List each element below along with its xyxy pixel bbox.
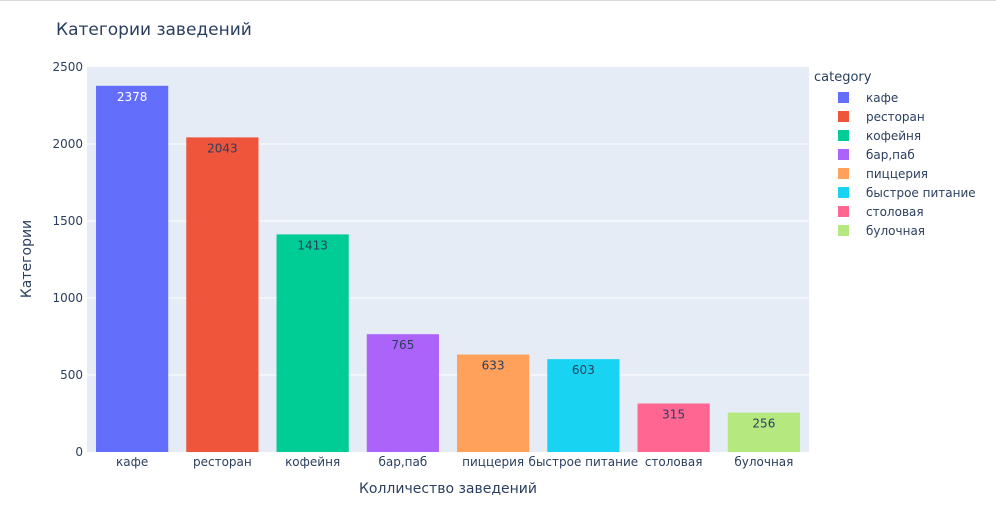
y-tick-label: 500 [60, 368, 83, 382]
y-tick-label: 1000 [52, 291, 83, 305]
legend-item[interactable]: бар,паб [814, 145, 976, 164]
legend-swatch [838, 168, 849, 179]
x-tick-label: пиццерия [462, 455, 524, 469]
legend-swatch [838, 130, 849, 141]
bar[interactable] [457, 354, 530, 452]
x-tick-label: кафе [116, 455, 148, 469]
x-tick-labels: кафе ресторан кофейня бар,паб пиццерия быстро… [116, 455, 793, 469]
legend-swatch [838, 92, 849, 103]
bar-value-label: 315 [662, 407, 685, 421]
legend-item[interactable]: кафе [814, 88, 976, 107]
y-tick-label: 1500 [52, 214, 83, 228]
legend-label: ресторан [866, 109, 925, 124]
legend-swatch [838, 149, 849, 160]
y-tick-labels: 0 500 1000 1500 2000 2500 [52, 60, 83, 459]
y-tick-label: 2000 [52, 137, 83, 151]
chart-title: Категории заведений [56, 20, 252, 40]
y-axis-label: Категории [19, 220, 35, 298]
legend-items: кафе ресторан кофейня бар,паб пиццерия быстро… [814, 88, 976, 240]
legend-swatch [838, 187, 849, 198]
legend-label: столовая [866, 204, 924, 219]
legend-label: булочная [866, 223, 926, 238]
bar[interactable] [547, 359, 620, 452]
legend-label: кафе [866, 90, 899, 105]
legend-swatch [838, 225, 849, 236]
bar-value-label: 765 [391, 338, 414, 352]
legend-item[interactable]: быстрое питание [814, 183, 976, 202]
legend-swatch [838, 111, 849, 122]
legend-label: быстрое питание [866, 185, 976, 200]
legend-label: бар,паб [866, 147, 915, 162]
bar[interactable] [727, 412, 800, 452]
legend-item[interactable]: пиццерия [814, 164, 976, 183]
x-tick-label: ресторан [193, 455, 252, 469]
x-tick-label: булочная [734, 455, 793, 469]
bar-value-label: 2378 [117, 90, 148, 104]
bar-value-label: 2043 [207, 141, 238, 155]
bar-value-label: 633 [482, 359, 505, 373]
legend: category кафе ресторан кофейня бар,паб пицце… [814, 70, 976, 240]
legend-label: кофейня [866, 128, 922, 143]
legend-item[interactable]: столовая [814, 202, 976, 221]
top-border [0, 0, 996, 1]
bar[interactable] [96, 85, 169, 453]
bar[interactable] [366, 334, 439, 452]
bar[interactable] [637, 403, 710, 452]
y-tick-label: 0 [75, 445, 83, 459]
bar[interactable] [186, 137, 259, 453]
x-tick-label: быстрое питание [529, 455, 639, 469]
legend-title: category [814, 70, 872, 85]
legend-item[interactable]: булочная [814, 221, 976, 240]
bar-value-label: 1413 [297, 238, 328, 252]
bar-value-label: 603 [572, 363, 595, 377]
bar[interactable] [276, 234, 349, 452]
x-tick-label: бар,паб [378, 455, 427, 469]
legend-item[interactable]: ресторан [814, 107, 976, 126]
bars [96, 85, 800, 453]
x-axis-label: Колличество заведений [359, 481, 537, 497]
y-tick-label: 2500 [52, 60, 83, 74]
legend-swatch [838, 206, 849, 217]
x-tick-label: столовая [645, 455, 703, 469]
bar-value-label: 256 [752, 417, 775, 431]
legend-label: пиццерия [866, 166, 928, 181]
x-tick-label: кофейня [285, 455, 340, 469]
bar-labels: 2378 2043 1413 765 633 603 315 256 [117, 90, 775, 431]
legend-item[interactable]: кофейня [814, 126, 976, 145]
